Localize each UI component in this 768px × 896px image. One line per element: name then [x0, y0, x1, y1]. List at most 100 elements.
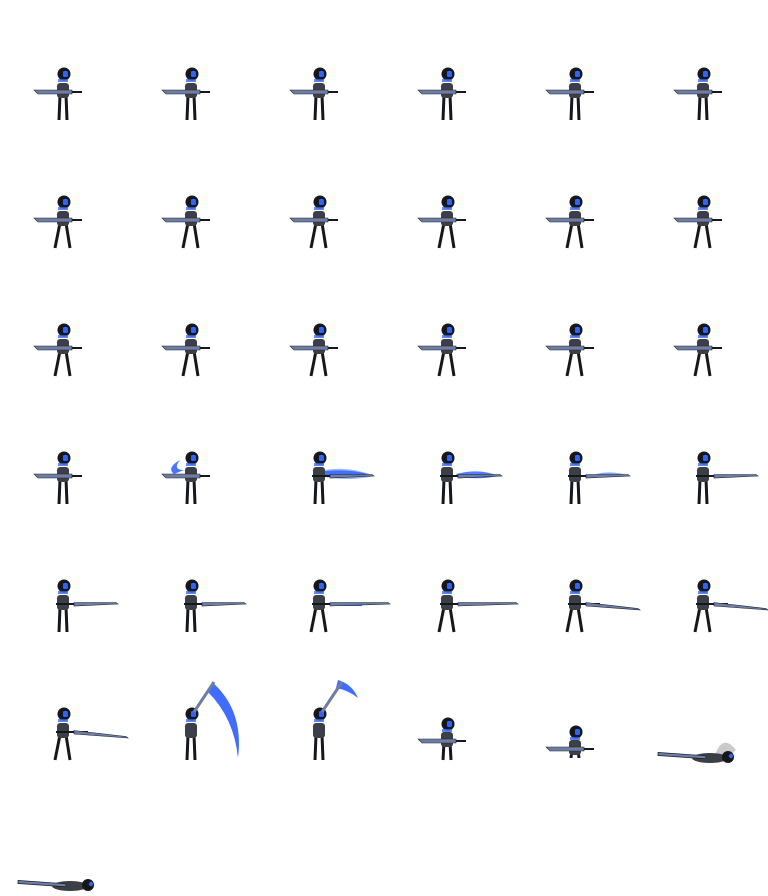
sprite-frame	[256, 0, 384, 128]
ninja-sprite	[185, 681, 239, 761]
slash-effect	[171, 460, 184, 474]
ninja-leg	[192, 222, 200, 249]
ninja-scarf	[314, 463, 324, 466]
ninja-leg	[320, 478, 325, 505]
ninja-visor	[703, 455, 708, 461]
sprite-frame	[0, 256, 128, 384]
sprite-canvas	[545, 67, 594, 121]
sprite-frame	[256, 640, 384, 768]
sword-blade	[457, 474, 503, 479]
sprite-frame	[512, 640, 640, 768]
ninja-visor	[447, 199, 452, 205]
ninja-leg	[693, 606, 702, 633]
ninja-torso	[441, 595, 453, 610]
sprite-canvas	[673, 195, 722, 249]
sprite-frame	[256, 128, 384, 256]
ninja-visor	[575, 729, 580, 735]
sprite-canvas	[545, 725, 594, 759]
ninja-leg	[185, 606, 190, 633]
ninja-sprite	[440, 451, 503, 505]
sprite-frame	[256, 512, 391, 640]
sword-blade	[417, 217, 457, 223]
sword-blade	[713, 602, 768, 611]
ninja-leg	[53, 222, 62, 249]
ninja-leg	[57, 478, 62, 505]
ninja-leg	[181, 222, 190, 249]
ninja-leg	[192, 478, 197, 505]
ninja-scarf	[58, 335, 68, 338]
ninja-sprite	[161, 195, 210, 249]
ninja-visor	[191, 199, 196, 205]
ninja-scarf	[186, 463, 196, 466]
ninja-scarf	[186, 79, 196, 82]
slash-arc-effect	[336, 680, 358, 698]
sprite-frame	[256, 256, 384, 384]
sprite-frame	[512, 256, 640, 384]
ninja-scarf	[58, 207, 68, 210]
sprite-canvas	[313, 680, 358, 761]
ninja-scarf	[442, 207, 452, 210]
sprite-canvas	[417, 195, 466, 249]
sprite-frame	[640, 128, 768, 256]
ninja-leg	[64, 94, 69, 121]
ninja-torso	[697, 595, 709, 610]
sword-blade	[585, 602, 641, 611]
ninja-scarf	[58, 719, 68, 722]
sword-blade	[17, 880, 67, 888]
ninja-torso	[697, 467, 709, 482]
ninja-leg	[448, 478, 453, 505]
ninja-scarf	[698, 207, 708, 210]
sprite-frame	[0, 384, 128, 512]
sprite-frame	[0, 768, 128, 896]
sprite-frame	[384, 384, 512, 512]
ninja-leg	[441, 478, 446, 505]
ninja-visor	[319, 327, 324, 333]
sprite-canvas	[657, 742, 736, 763]
ninja-torso	[185, 723, 197, 738]
sword-blade	[192, 681, 216, 713]
ninja-torso	[313, 467, 325, 482]
sprite-canvas	[568, 451, 631, 505]
ninja-visor	[88, 881, 94, 887]
ninja-scarf	[698, 335, 708, 338]
sprite-canvas	[545, 195, 594, 249]
ninja-visor	[703, 327, 708, 333]
ninja-sprite	[545, 323, 594, 377]
sprite-canvas	[545, 323, 594, 377]
ninja-leg	[576, 606, 584, 633]
sprite-canvas	[161, 451, 210, 505]
ninja-leg	[565, 222, 574, 249]
ninja-leg	[697, 478, 702, 505]
ninja-scarf	[442, 463, 452, 466]
ninja-sprite	[184, 579, 247, 633]
ninja-scarf	[58, 79, 68, 82]
ninja-leg	[309, 350, 318, 377]
sword-blade	[585, 474, 631, 479]
sprite-canvas	[33, 195, 82, 249]
sword-blade	[657, 752, 707, 760]
ninja-sprite	[693, 579, 768, 633]
sprite-canvas	[161, 323, 210, 377]
ninja-leg	[192, 606, 197, 633]
ninja-sprite	[33, 323, 82, 377]
ninja-leg	[576, 94, 581, 121]
ninja-leg	[704, 478, 709, 505]
sprite-frame	[384, 768, 512, 896]
ninja-scarf	[698, 463, 708, 466]
sword-blade	[289, 217, 329, 223]
sprite-canvas	[33, 323, 82, 377]
ninja-leg	[309, 606, 318, 633]
sprite-canvas	[161, 67, 210, 121]
ninja-leg	[192, 94, 197, 121]
ninja-leg	[64, 606, 69, 633]
sprite-canvas	[696, 451, 759, 505]
sprite-canvas	[417, 717, 466, 761]
sprite-canvas	[289, 67, 338, 121]
sprite-canvas	[289, 323, 338, 377]
ninja-visor	[63, 327, 68, 333]
ninja-sprite	[33, 195, 82, 249]
ninja-leg	[693, 222, 702, 249]
sprite-canvas	[673, 67, 722, 121]
sprite-canvas	[440, 451, 503, 505]
ninja-leg	[704, 350, 712, 377]
